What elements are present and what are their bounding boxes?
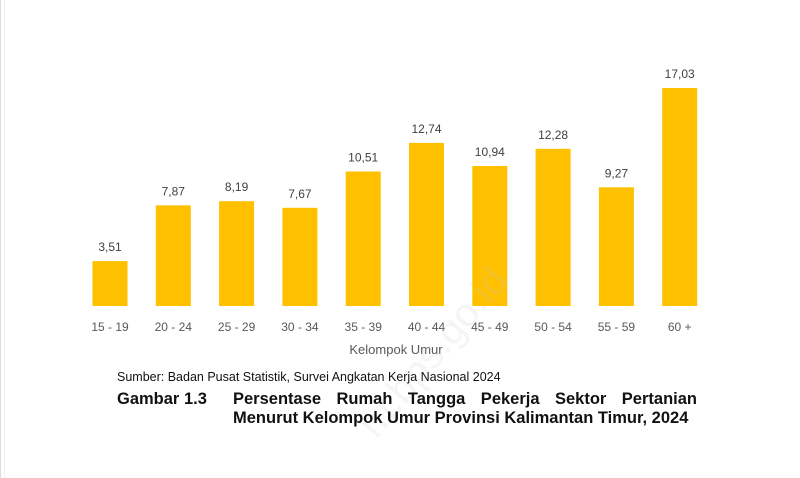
x-tick-labels-group: 15 - 19 20 - 24 25 - 29 30 - 34 35 - 39 40 - … xyxy=(91,320,691,334)
value-label: 10,51 xyxy=(348,151,378,165)
x-tick-label: 35 - 39 xyxy=(345,320,383,334)
bar-60plus xyxy=(662,88,698,306)
x-tick-label: 25 - 29 xyxy=(218,320,256,334)
bar-20-24 xyxy=(155,205,191,306)
bar-55-59 xyxy=(598,187,634,306)
value-label: 9,27 xyxy=(605,166,629,180)
bar-30-34 xyxy=(282,207,318,306)
value-label: 3,51 xyxy=(98,240,122,254)
x-tick-label: 45 - 49 xyxy=(471,320,509,334)
x-tick-label: 30 - 34 xyxy=(281,320,319,334)
x-tick-label: 40 - 44 xyxy=(408,320,446,334)
value-label: 7,87 xyxy=(162,184,186,198)
figure-number: Gambar 1.3 xyxy=(117,390,207,408)
value-labels-group: 3,51 7,87 8,19 7,67 10,51 12,74 10,94 12,28 9,27… xyxy=(98,67,695,254)
value-label: 12,28 xyxy=(538,128,568,142)
bar-45-49 xyxy=(472,166,508,306)
value-label: 8,19 xyxy=(225,180,249,194)
value-label: 7,67 xyxy=(288,187,312,201)
value-label: 17,03 xyxy=(665,67,695,81)
bar-50-54 xyxy=(535,148,571,306)
x-tick-label: 60 + xyxy=(668,320,692,334)
value-label: 12,74 xyxy=(411,122,441,136)
value-label: 10,94 xyxy=(475,145,505,159)
figure-title: Persentase Rumah Tangga Pekerja Sektor P… xyxy=(233,390,697,427)
x-tick-label: 55 - 59 xyxy=(598,320,636,334)
figure-caption: Gambar 1.3 Persentase Rumah Tangga Peker… xyxy=(117,390,697,428)
x-axis-title: Kelompok Umur xyxy=(349,342,443,357)
bar-40-44 xyxy=(409,142,444,306)
page-edge xyxy=(0,0,1,478)
bar-35-39 xyxy=(345,171,381,306)
bar-15-19 xyxy=(92,261,128,306)
x-tick-label: 50 - 54 xyxy=(534,320,572,334)
bar-chart: 3,51 7,87 8,19 7,67 10,51 12,74 10,94 12,28 9,27… xyxy=(91,67,698,357)
x-tick-label: 20 - 24 xyxy=(155,320,193,334)
page-edge-inner xyxy=(4,0,5,478)
x-tick-label: 15 - 19 xyxy=(91,320,129,334)
bars-group xyxy=(92,88,698,306)
source-note: Sumber: Badan Pusat Statistik, Survei An… xyxy=(117,370,501,384)
bar-25-29 xyxy=(219,201,255,306)
